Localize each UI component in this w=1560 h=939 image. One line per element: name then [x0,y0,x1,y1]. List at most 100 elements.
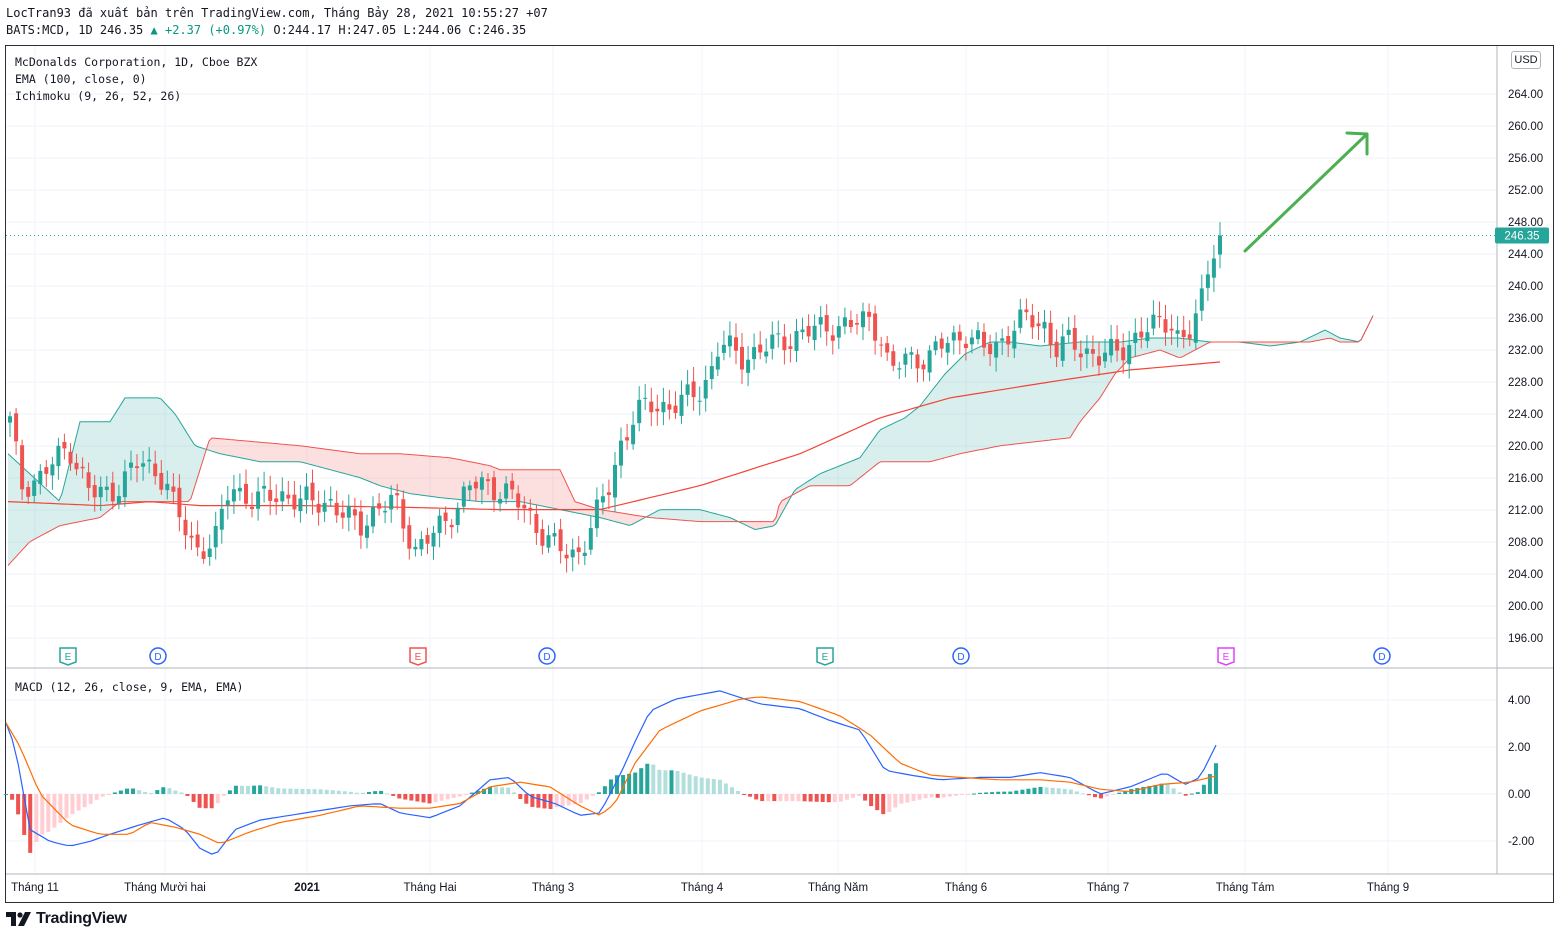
candle [110,471,115,510]
candle-body [201,551,206,559]
macd-histogram-bar [415,794,420,802]
macd-histogram-bar [191,794,196,802]
candle [830,324,835,355]
dividend-event-marker[interactable]: D [1373,647,1391,665]
candle-body [697,400,702,402]
time-tick-label: Tháng 11 [11,882,59,894]
cloud-segment [824,470,827,486]
candle-body [770,334,775,349]
cloud-segment [527,469,530,504]
cloud-segment [821,472,824,486]
event-badge [538,647,556,665]
candle-body [395,493,400,496]
candle-body [619,440,623,466]
legend-ichimoku: Ichimoku (9, 26, 52, 26) [15,89,182,103]
candle-body [655,408,660,412]
macd-histogram-bar [252,785,257,794]
cloud-segment [1022,343,1025,444]
candle [1012,320,1017,359]
macd-histogram-bar [1153,784,1158,794]
cloud-segment [194,444,197,489]
candle-body [479,477,484,490]
candle [1030,303,1035,340]
cloud-segment [974,348,977,451]
cloud-segment [77,421,80,523]
macd-histogram-bar [463,794,468,795]
candle-body [842,317,847,327]
cloud-segment [302,446,305,464]
candle-body [219,508,224,530]
candle [522,496,527,523]
candle-body [564,554,569,559]
cloud-segment [947,368,950,458]
candle [673,391,678,419]
candle [855,313,859,335]
cloud-segment [605,510,608,520]
cloud-segment [1010,342,1013,445]
cloud-segment [872,436,875,469]
currency-button[interactable]: USD [1511,51,1541,69]
cloud-segment [1172,338,1175,356]
macd-histogram-bar [512,792,517,794]
dividend-event-marker[interactable]: D [952,647,970,665]
cloud-segment [1319,331,1322,341]
candle [885,335,890,361]
cloud-segment [329,449,332,471]
candle [1090,335,1095,367]
macd-histogram-bar [336,790,341,794]
candle-body [764,351,769,357]
candle [237,473,242,501]
macd-histogram-bar [433,794,438,803]
candle-body [830,335,835,341]
macd-histogram-bar [52,794,57,828]
candle [431,525,436,560]
candle [292,480,297,518]
macd-histogram-bar [935,794,940,798]
macd-histogram-bar [705,778,710,794]
earnings-event-marker[interactable]: E [409,647,427,666]
dividend-event-marker[interactable]: D [149,647,167,665]
macd-histogram-bar [760,794,765,802]
macd-histogram-bar [318,789,323,794]
cloud-segment [155,397,158,502]
macd-histogram-bar [923,794,928,799]
candle [534,504,539,545]
macd-histogram-bar [863,794,868,801]
event-label: E [822,652,829,663]
cloud-segment [677,509,680,520]
cloud-segment [374,453,377,485]
cloud-segment [1160,338,1163,352]
cloud-segment [917,405,920,462]
event-badge [59,647,77,666]
macd-histogram-bar [663,770,668,794]
candle [576,535,581,565]
cloud-segment [1076,342,1079,429]
earnings-event-marker[interactable]: E [816,647,834,666]
cloud-segment [68,457,71,524]
cloud-segment [1184,338,1187,356]
earnings-event-marker[interactable]: E [1217,647,1235,666]
cloud-segment [956,359,959,455]
candle-body [976,330,980,340]
cloud-segment [626,513,629,526]
price-tick-label: 200.00 [1508,601,1543,613]
candle-body [1187,334,1192,339]
dividend-event-marker[interactable]: D [538,647,556,665]
cloud-segment [128,397,131,502]
candle [1163,304,1168,346]
cloud-segment [80,421,83,522]
cloud-segment [17,462,20,556]
cloud-segment [848,461,851,486]
candle [758,331,763,360]
cloud-segment [881,427,884,462]
macd-histogram-bar [70,794,75,814]
earnings-event-marker[interactable]: E [59,647,77,666]
candle [1109,324,1114,363]
time-tick-label: Tháng Mười hai [124,882,206,894]
macd-histogram-bar [929,794,934,798]
candle [842,307,847,335]
macd-histogram-bar [306,789,311,794]
macd-histogram-bar [1214,763,1218,794]
candle-body [322,502,327,512]
